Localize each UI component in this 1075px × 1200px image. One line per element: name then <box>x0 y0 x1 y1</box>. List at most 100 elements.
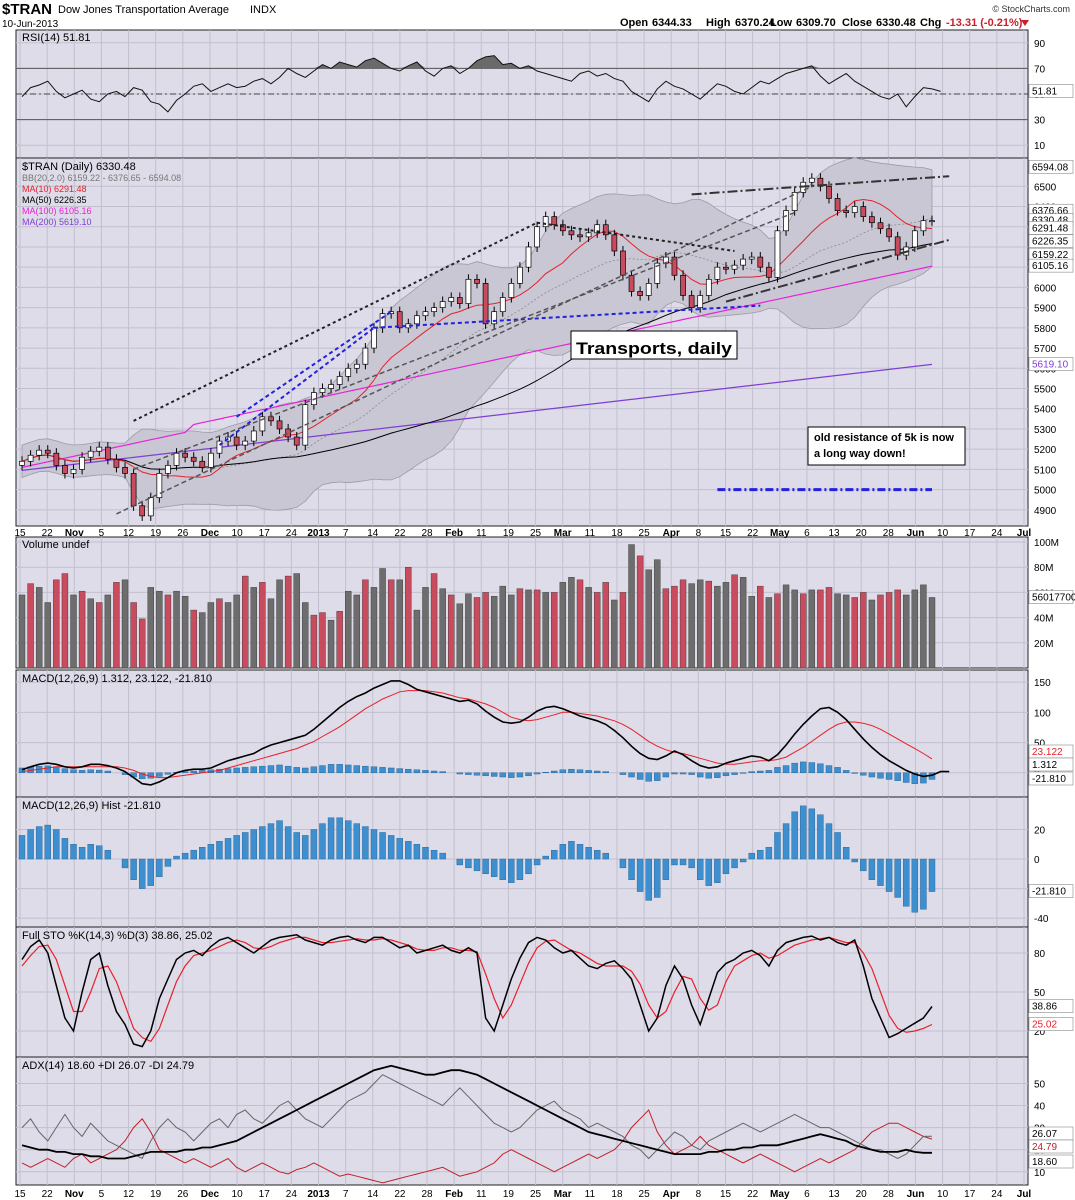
macd-right-label: 23.122 <box>1032 747 1063 758</box>
candle <box>44 449 51 454</box>
macd-y-tick-label: 100 <box>1034 708 1051 719</box>
candle <box>499 297 506 313</box>
candle <box>628 274 635 292</box>
histogram-bar <box>748 852 755 860</box>
trend-line-blue-support <box>373 304 761 329</box>
macd-histogram-bar <box>138 772 146 780</box>
candle <box>190 456 197 462</box>
macd-histogram-bar <box>96 769 103 774</box>
panel-legend: MACD(12,26,9) Hist -21.810 <box>22 800 161 812</box>
histogram-bar <box>920 858 927 910</box>
histogram-bar <box>164 858 172 867</box>
stockcharts-brand: © StockCharts.com <box>992 4 1070 14</box>
adx-right-label: 24.79 <box>1032 1142 1057 1153</box>
volume-bar <box>568 577 575 669</box>
histogram-bar <box>310 829 318 860</box>
x-axis-bottom-tick-label: 14 <box>367 1189 379 1200</box>
histogram-bar <box>422 847 429 860</box>
x-axis-bottom-tick-label: Jun <box>907 1189 925 1200</box>
hist-last-label-bg <box>1028 884 1074 898</box>
histogram-bar <box>817 814 824 860</box>
adx-panel: 5040302010ADX(14) 18.60 +DI 26.07 -DI 24… <box>15 1056 1074 1186</box>
volume-bar <box>284 575 292 669</box>
histogram-bar <box>851 858 858 863</box>
macd-histogram-bar <box>422 770 429 774</box>
macd-y-tick-label: 150 <box>1034 678 1051 689</box>
price-right-label: 6291.48 <box>1032 223 1069 234</box>
volume-bar <box>782 584 790 669</box>
volume-bar <box>636 555 644 669</box>
candle <box>645 283 652 296</box>
x-axis-bottom-tick-label: 25 <box>639 1189 651 1200</box>
macd-histogram-bar <box>61 768 69 774</box>
x-axis-bottom-tick-label: Apr <box>663 1189 680 1200</box>
high-label: High <box>706 17 731 29</box>
candle <box>328 384 334 389</box>
histogram-bar <box>860 858 867 872</box>
macd-histogram-bar <box>654 772 661 781</box>
volume-bar <box>800 593 807 669</box>
histogram-bar <box>147 858 154 886</box>
rsi-last-label: 51.81 <box>1032 86 1057 97</box>
macd-histogram-bar <box>18 767 26 774</box>
volume-bar <box>147 587 154 669</box>
x-axis-bottom-tick-label: Nov <box>65 1189 84 1200</box>
volume-bar <box>911 589 919 669</box>
x-axis-top-tick-label: Apr <box>663 528 680 539</box>
macd_hist-y-tick-label: -40 <box>1034 914 1049 925</box>
candle <box>929 220 935 223</box>
x-axis-top-tick-label: 20 <box>856 528 868 539</box>
histogram-bar <box>808 808 816 860</box>
volume-y-tick-label: 20M <box>1034 639 1053 650</box>
sto-right-label-bg <box>1028 999 1074 1013</box>
histogram-bar <box>319 823 326 860</box>
candle <box>104 446 111 460</box>
price-y-tick-label: 5700 <box>1034 344 1057 355</box>
x-axis-bottom-tick-label: 24 <box>286 1189 298 1200</box>
x-axis-top-tick-label: 17 <box>964 528 976 539</box>
candle <box>336 376 343 385</box>
candle <box>456 297 463 304</box>
macd-histogram-bar <box>387 767 395 774</box>
volume-bar <box>379 568 386 669</box>
panel-legend: RSI(14) 51.81 <box>22 32 90 44</box>
candle <box>843 210 850 213</box>
x-axis-top-tick-label: 12 <box>123 528 135 539</box>
macd-histogram-bar <box>559 769 567 774</box>
volume-bar <box>791 589 798 669</box>
adx-right-label: 18.60 <box>1032 1157 1057 1168</box>
histogram-bar <box>928 858 936 892</box>
candle <box>19 460 25 466</box>
resistance-note: old resistance of 5k is now a long way d… <box>814 432 954 460</box>
trend-line-black-rising <box>133 221 538 422</box>
trend-line-blue-lower <box>218 327 375 446</box>
macd-histogram-bar <box>568 768 575 774</box>
candle <box>165 464 171 474</box>
candle <box>559 224 566 232</box>
macd-histogram-bar <box>405 768 412 774</box>
macd-histogram-bar <box>808 762 816 774</box>
histogram-bar <box>559 844 567 860</box>
x-axis-bottom-tick-label: 19 <box>150 1189 162 1200</box>
price-y-tick-label: 5800 <box>1034 324 1057 335</box>
macd-histogram-bar <box>190 770 197 774</box>
price-right-label: 6159.22 <box>1032 250 1069 261</box>
macd-right-label-bg <box>1028 757 1074 772</box>
candle <box>620 250 626 276</box>
macd-histogram-bar <box>885 772 893 780</box>
rsi-y-tick-label: 30 <box>1034 116 1046 127</box>
rsi-line <box>21 55 941 113</box>
ohlc-header: Open 6344.33 High 6370.24 Low 6309.70 Cl… <box>620 17 1023 29</box>
histogram-bar <box>267 823 275 860</box>
candle <box>396 311 403 329</box>
chg-value: -13.31 (-0.21%) <box>946 17 1023 29</box>
volume-bar <box>662 588 670 669</box>
candle <box>353 363 360 369</box>
histogram-bar <box>662 858 670 880</box>
price-y-tick-label: 5100 <box>1034 465 1057 476</box>
price-right-label-bg <box>1028 159 1074 174</box>
volume-bar <box>877 594 884 669</box>
histogram-bar <box>104 849 112 860</box>
macd-histogram-bar <box>302 767 309 774</box>
